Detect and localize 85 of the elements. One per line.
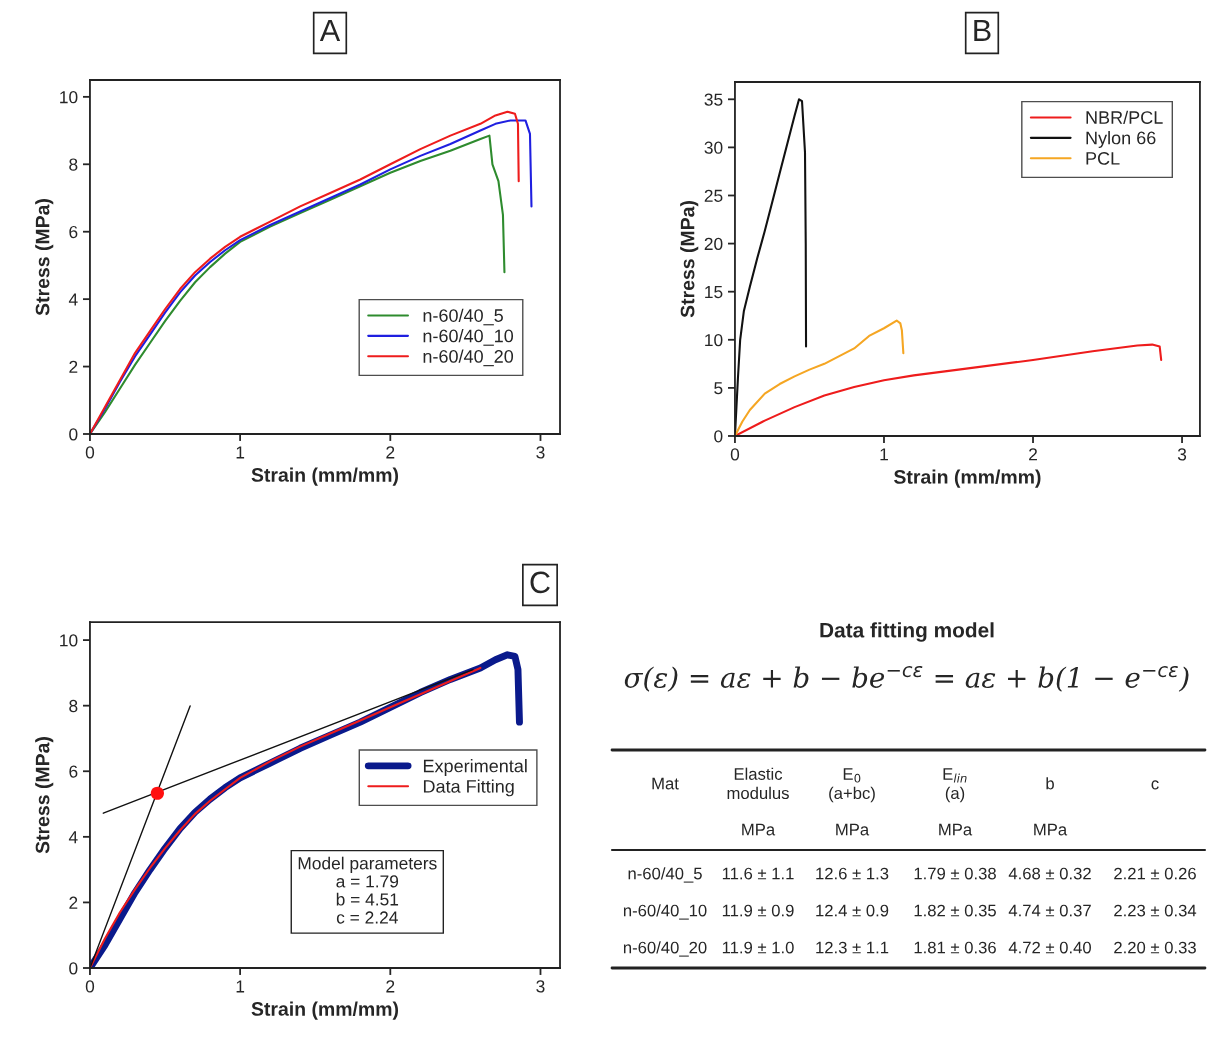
y-tick-label: 4: [68, 293, 78, 306]
annotation: a = 1.79: [336, 875, 399, 888]
y-axis-title: Stress (MPa): [35, 199, 54, 316]
legend-label: n-60/40_20: [423, 349, 514, 367]
text: 2.23 ± 0.34: [1114, 904, 1197, 917]
text: 1.82 ± 0.35: [914, 904, 996, 917]
y-tick-label: 5: [714, 382, 723, 395]
x-tick-label: 0: [85, 980, 95, 993]
text: 12.4 ± 0.9: [816, 904, 889, 917]
text: n-60/40_5: [628, 867, 702, 883]
y-tick-label: 35: [704, 93, 723, 106]
text: MPa: [1034, 823, 1068, 836]
x-tick-label: 3: [536, 446, 545, 459]
x-axis-title: Strain (mm/mm): [251, 1001, 399, 1020]
x-tick-label: 1: [880, 448, 888, 461]
text: 1.79 ± 0.38: [914, 867, 996, 880]
text: 2.21 ± 0.26: [1114, 867, 1196, 880]
y-axis-title: Stress (MPa): [680, 201, 699, 318]
chart-title: A: [319, 19, 341, 41]
line-series: [734, 319, 905, 436]
legend-label: n-60/40_5: [423, 308, 503, 326]
y-tick-label: 6: [69, 765, 78, 778]
x-tick-label: 0: [85, 446, 95, 459]
legend-label: NBR/PCL: [1086, 110, 1163, 124]
y-axis-title: Stress (MPa): [35, 737, 54, 854]
text: MPa: [836, 823, 870, 836]
x-axis-title: Strain (mm/mm): [893, 469, 1041, 488]
x-tick-label: 3: [536, 980, 545, 993]
y-tick-label: 0: [69, 428, 78, 441]
text: Elastic modulus: [727, 767, 789, 800]
text: Data fitting model: [820, 622, 994, 642]
text: 12.3 ± 1.1: [816, 941, 889, 954]
text: 2.20 ± 0.33: [1114, 941, 1196, 954]
y-tick-label: 8: [69, 699, 78, 713]
text: n-60/40_20: [623, 941, 707, 957]
legend-label: PCL: [1086, 152, 1120, 165]
annotation: c = 2.24: [336, 911, 398, 924]
legend-label: Experimental: [423, 759, 527, 776]
x-tick-label: 2: [1029, 448, 1037, 461]
text: E$_{lin}$ (a): [943, 768, 967, 803]
annotation: Model parameters: [298, 856, 437, 873]
x-tick-label: 1: [236, 446, 245, 459]
text: 12.6 ± 1.3: [816, 867, 889, 880]
chart-title: C: [530, 571, 550, 594]
legend-label: Data Fitting: [423, 779, 514, 797]
text: MPa: [742, 823, 776, 836]
y-tick-label: 6: [69, 225, 78, 239]
legend-label: Nylon 66: [1086, 131, 1156, 148]
text: b: [1046, 777, 1054, 790]
text: σ(ε) = aε + b − be$^{−cε}$ = aε + b(1 − e$^{−cε}$): [624, 666, 1189, 692]
text: 4.74 ± 0.37: [1008, 904, 1091, 917]
y-tick-label: 15: [705, 286, 723, 299]
text: MPa: [939, 823, 973, 836]
y-tick-label: 4: [68, 831, 78, 844]
legend-label: n-60/40_10: [423, 329, 514, 346]
text: 11.6 ± 1.1: [722, 867, 794, 880]
text: 4.72 ± 0.40: [1008, 941, 1091, 954]
y-tick-label: 0: [714, 430, 723, 443]
text: n-60/40_10: [623, 904, 707, 920]
chart-title: B: [974, 19, 991, 41]
y-tick-label: 10: [60, 634, 78, 647]
text: c: [1151, 780, 1159, 790]
x-tick-label: 0: [730, 448, 740, 461]
x-tick-label: 2: [386, 980, 395, 993]
text: 4.68 ± 0.32: [1008, 867, 1091, 880]
y-tick-label: 10: [705, 333, 723, 347]
x-axis-title: Strain (mm/mm): [251, 467, 399, 486]
x-tick-label: 3: [1177, 448, 1187, 461]
y-tick-label: 2: [69, 360, 78, 373]
y-tick-label: 2: [69, 896, 78, 909]
y-tick-label: 20: [704, 237, 723, 251]
y-tick-label: 30: [704, 141, 723, 154]
text: E$_{0}$ (a+bc): [829, 768, 875, 803]
annotation: b = 4.51: [336, 892, 399, 906]
x-tick-label: 2: [386, 446, 395, 459]
text: 11.9 ± 1.0: [722, 941, 794, 954]
text: 11.9 ± 0.9: [722, 904, 794, 917]
y-tick-label: 8: [69, 158, 78, 171]
y-tick-label: 25: [704, 189, 723, 202]
line-series: [734, 343, 1163, 436]
y-tick-label: 0: [69, 962, 78, 975]
x-tick-label: 1: [236, 980, 245, 993]
text: 1.81 ± 0.36: [914, 941, 996, 954]
text: Mat: [652, 777, 679, 790]
y-tick-label: 10: [60, 91, 78, 104]
